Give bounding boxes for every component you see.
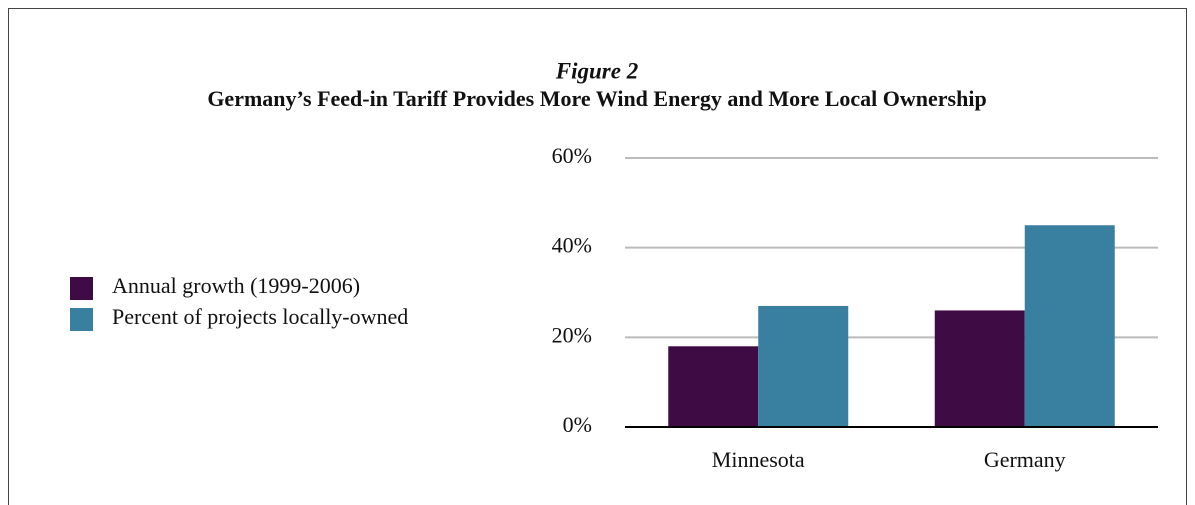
bar <box>668 346 759 427</box>
legend-label: Percent of projects locally-owned <box>112 304 408 329</box>
bar <box>758 305 849 427</box>
x-tick-label: Minnesota <box>712 447 805 472</box>
legend-swatch <box>70 277 93 300</box>
y-tick-label: 40% <box>552 233 592 258</box>
x-tick-label: Germany <box>984 447 1066 472</box>
bar <box>934 310 1025 427</box>
y-tick-label: 0% <box>563 412 592 437</box>
legend-swatch <box>70 308 93 331</box>
bar <box>1024 225 1115 427</box>
legend-label: Annual growth (1999-2006) <box>112 273 360 298</box>
y-tick-label: 60% <box>552 143 592 168</box>
frame <box>8 8 1187 505</box>
chart-subtitle: Germany’s Feed-in Tariff Provides More W… <box>207 86 986 111</box>
chart-title: Figure 2 <box>555 58 638 83</box>
y-tick-label: 20% <box>552 322 592 347</box>
